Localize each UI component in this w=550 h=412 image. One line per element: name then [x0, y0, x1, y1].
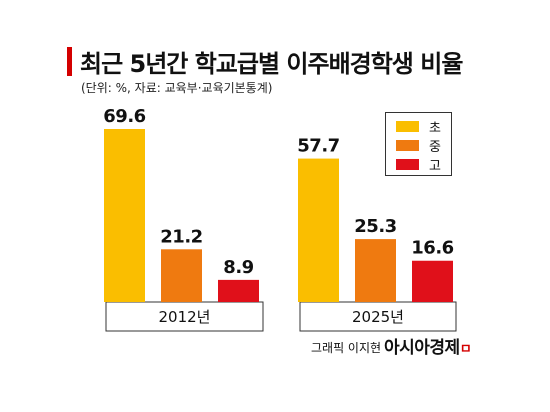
legend-item-middle: 중	[396, 138, 441, 155]
category-label: 2025년	[352, 308, 404, 326]
bar	[412, 260, 453, 302]
publisher-logo: 아시아경제ㅁ	[384, 333, 472, 358]
legend-label-high: 고	[429, 158, 441, 174]
chart-subtitle: (단위: %, 자료: 교육부·교육기본통계)	[81, 81, 273, 95]
graphic-credit: 그래픽 이지현	[311, 341, 382, 355]
category-label-box	[105, 301, 264, 332]
category-label-box	[299, 301, 457, 332]
bar	[161, 249, 202, 302]
bar	[218, 279, 259, 302]
legend-swatch-middle	[396, 139, 419, 151]
legend-swatch-high	[396, 158, 419, 170]
data-label: 69.6	[103, 106, 145, 127]
bar	[298, 158, 339, 302]
category-label: 2012년	[159, 308, 211, 326]
bar	[104, 129, 145, 302]
legend-swatch-elementary	[396, 120, 419, 132]
bar	[355, 239, 396, 302]
chart-title: 최근 5년간 학교급별 이주배경학생 비율	[80, 50, 463, 78]
publisher-mark-icon: ㅁ	[459, 342, 472, 357]
legend-item-high: 고	[396, 157, 441, 174]
legend-label-middle: 중	[429, 139, 441, 155]
data-label: 25.3	[354, 216, 396, 237]
data-label: 57.7	[297, 136, 339, 157]
title-accent-bar	[67, 47, 72, 76]
legend-item-elementary: 초	[396, 119, 441, 136]
publisher-name: 아시아경제	[384, 338, 460, 358]
data-label: 21.2	[160, 226, 202, 247]
chart-legend: 초 중 고	[385, 112, 452, 176]
data-label: 8.9	[223, 257, 253, 278]
legend-label-elementary: 초	[429, 120, 441, 136]
data-label: 16.6	[411, 238, 453, 259]
